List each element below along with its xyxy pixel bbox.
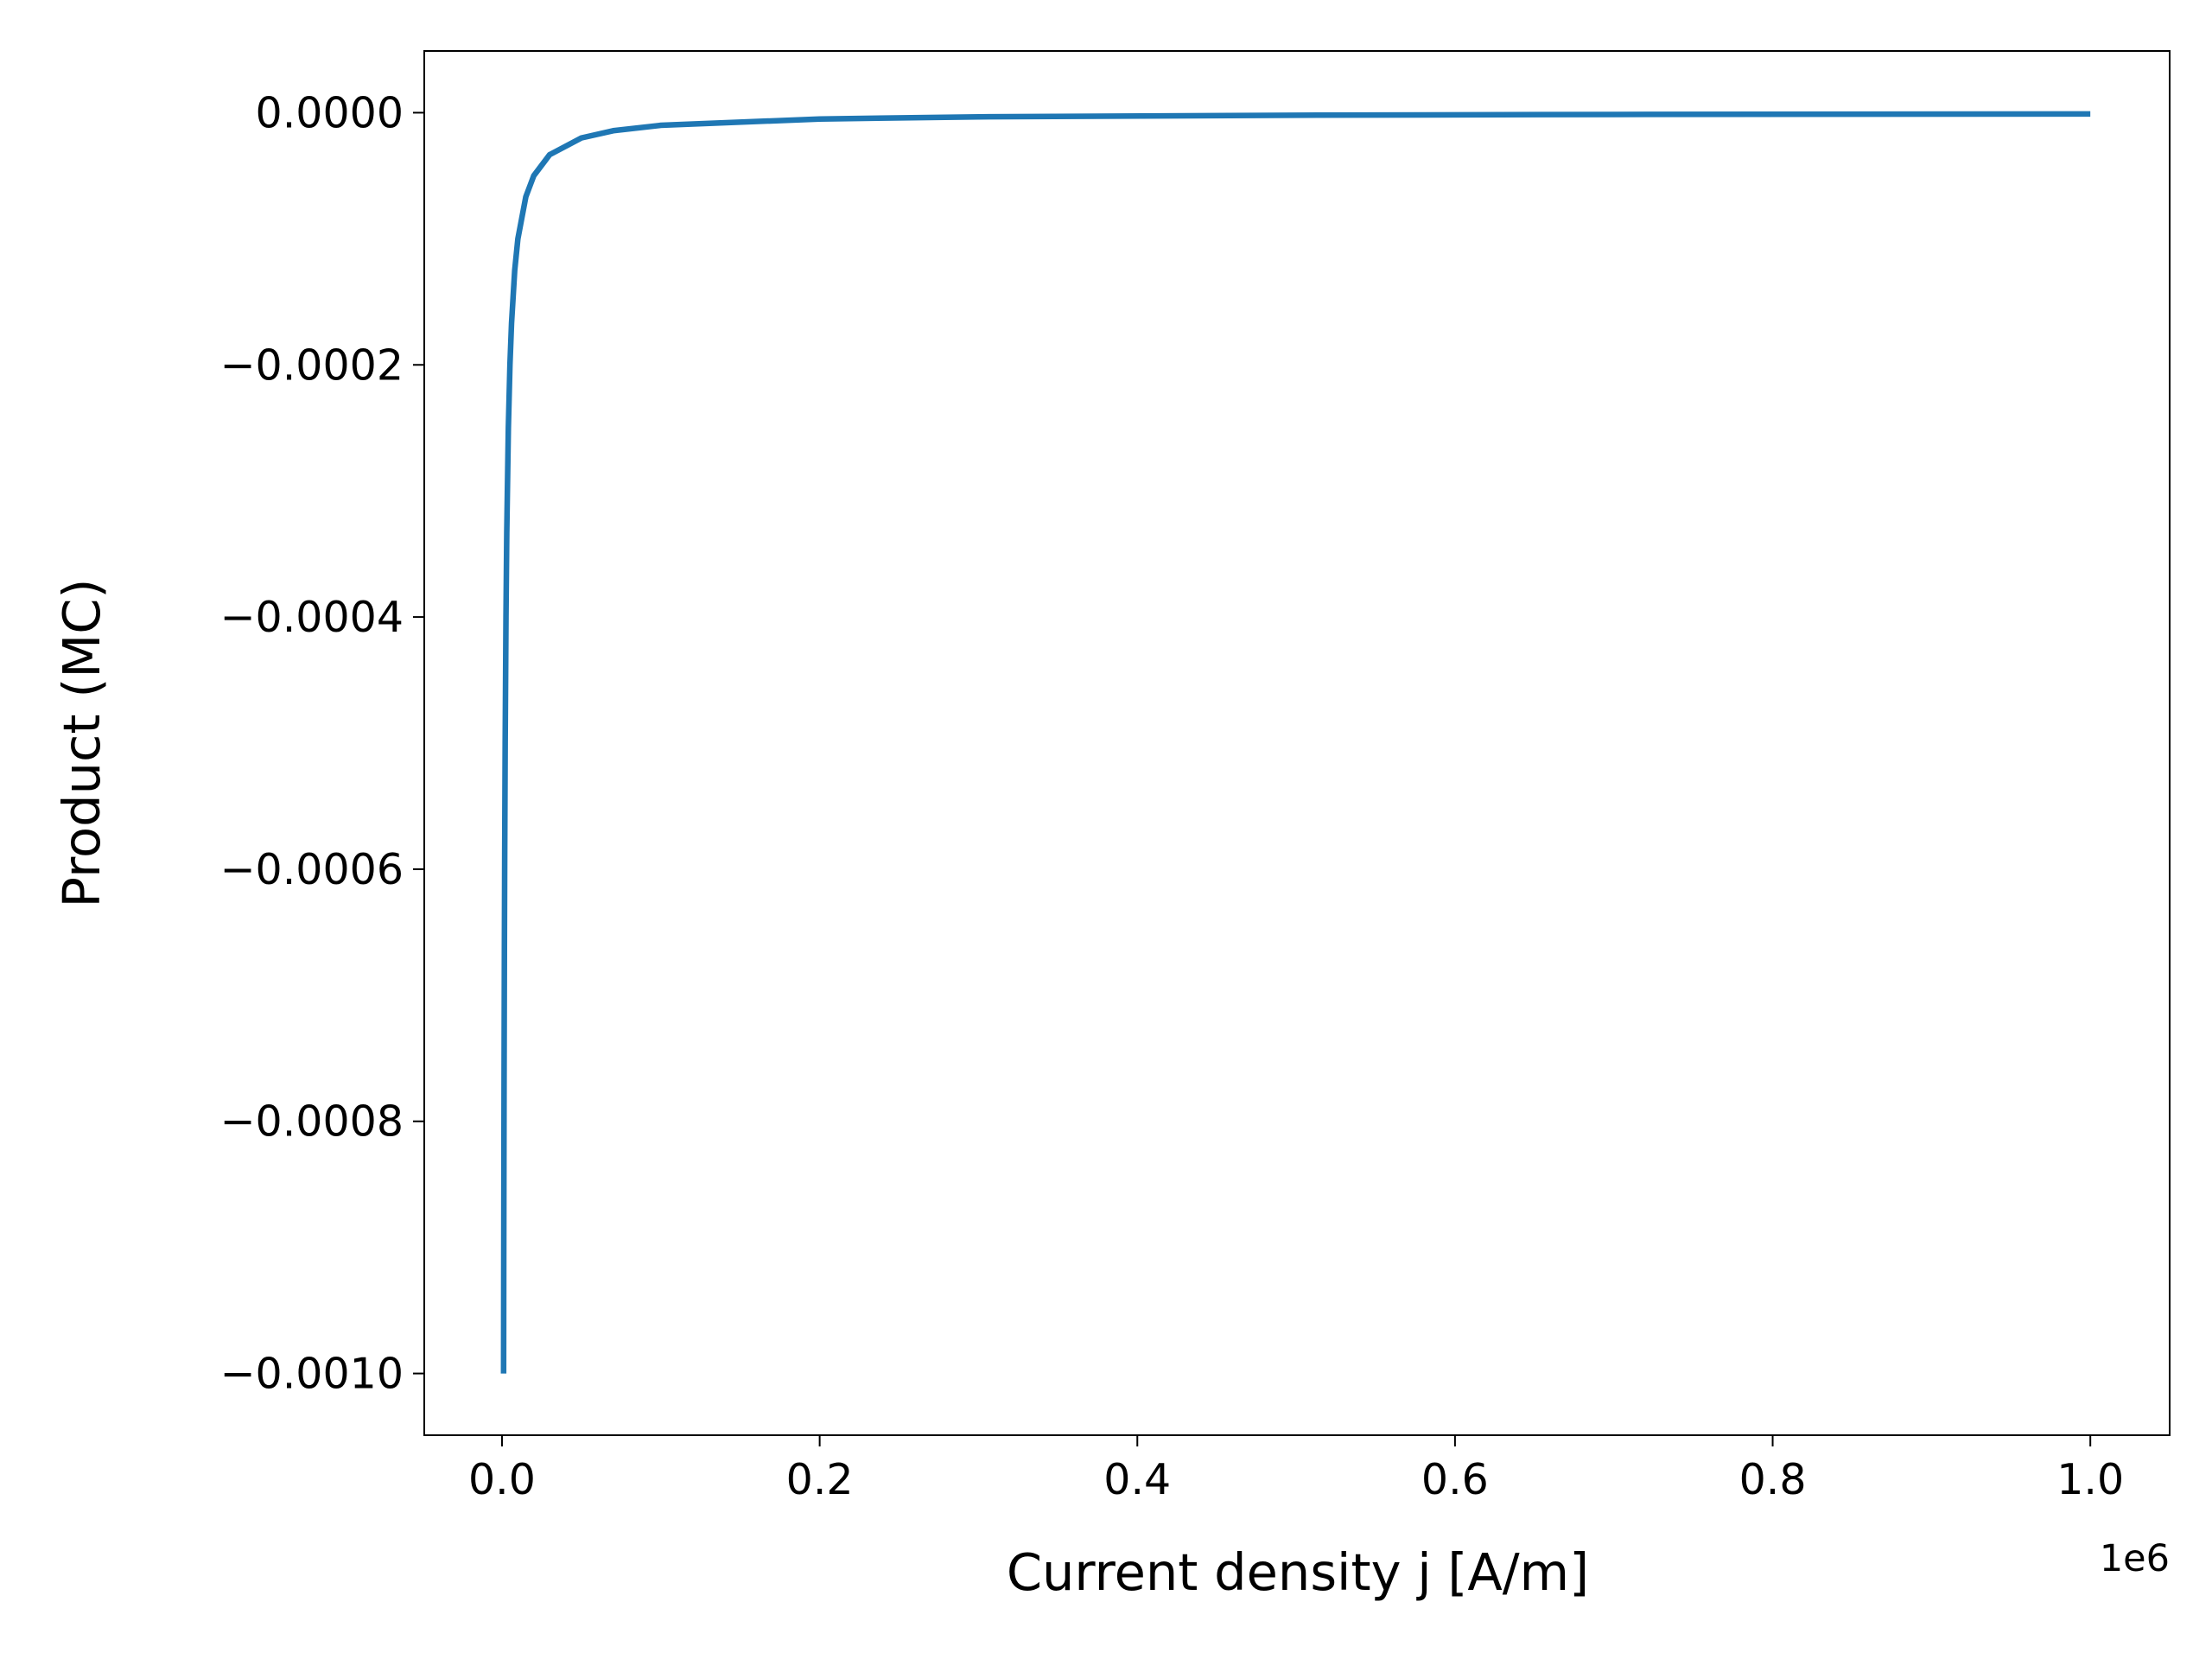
x-tick-label: 0.2 [786,1455,854,1504]
x-tick-label: 1.0 [2056,1455,2124,1504]
y-tick-label: −0.0010 [219,1350,404,1399]
y-tick-label: −0.0008 [219,1097,404,1147]
x-tick-label: 0.8 [1739,1455,1807,1504]
y-axis-label: Product (MC) [52,579,111,908]
y-tick-label: −0.0002 [219,340,404,390]
x-tick-label: 0.0 [468,1455,536,1504]
data-line [500,111,2091,1374]
plot-frame [423,50,2171,1436]
y-tick-label: −0.0004 [219,593,404,642]
y-tick-label: −0.0006 [219,845,404,894]
x-tick-label: 0.4 [1103,1455,1171,1504]
y-tick-label: 0.0000 [256,88,404,137]
x-axis-label: Current density j [A/m] [1007,1542,1589,1602]
x-offset-label: 1e6 [2100,1537,2170,1580]
x-tick-label: 0.6 [1421,1455,1489,1504]
